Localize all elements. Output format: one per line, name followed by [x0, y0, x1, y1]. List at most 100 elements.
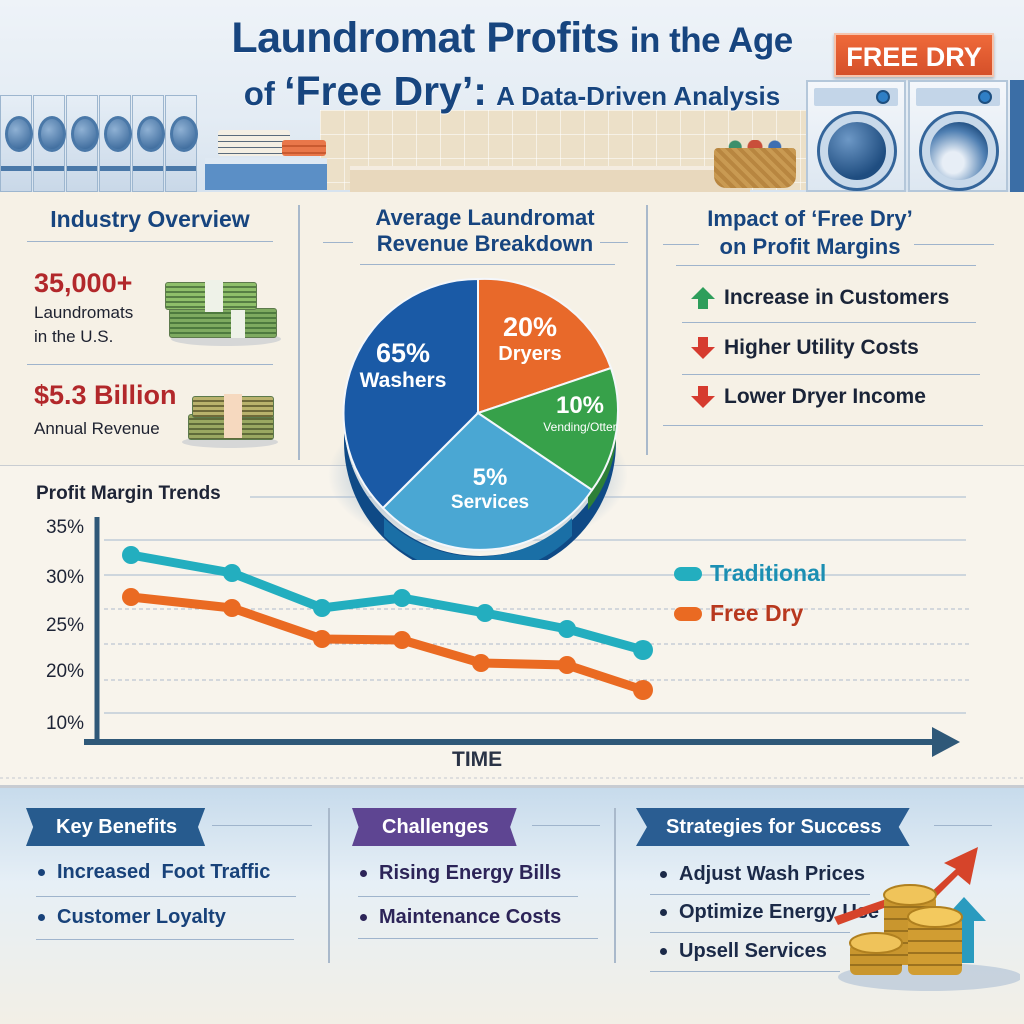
- benefit-item: Customer Loyalty: [38, 906, 226, 929]
- stat-laundromat-label-2: in the U.S.: [34, 327, 114, 346]
- strategy-label: Optimize Energy Use: [679, 901, 880, 923]
- washer-row-illustration: [0, 95, 198, 192]
- title-subtitle: A Data-Driven Analysis: [496, 81, 781, 111]
- laundry-basket-icon: [714, 148, 796, 188]
- page-title-line-2: of ‘Free Dry’: A Data-Driven Analysis: [0, 68, 1024, 115]
- strategy-label: Adjust Wash Prices: [679, 863, 865, 885]
- folding-counter-illustration: [350, 166, 750, 192]
- divider: [663, 244, 699, 245]
- y-tick-label: 25%: [45, 615, 84, 636]
- impact-title-line-2: on Profit Margins: [719, 234, 901, 259]
- strategy-item: Adjust Wash Prices: [660, 863, 865, 886]
- counter-illustration: [205, 158, 327, 190]
- impact-item-customers: Increase in Customers: [690, 285, 949, 311]
- divider: [27, 364, 273, 365]
- benefit-item: Increased Foot Traffic: [38, 861, 270, 884]
- divider: [650, 894, 870, 895]
- challenge-label: Rising Energy Bills: [379, 862, 562, 884]
- washer-icon: [0, 95, 33, 192]
- washer-icon: [165, 95, 198, 192]
- title-main: Laundromat Profits: [231, 14, 619, 62]
- pie-label-services: 5% Services: [440, 464, 540, 514]
- pie-label-category: Services: [450, 492, 530, 513]
- title-free-dry: ‘Free Dry’:: [284, 68, 487, 114]
- bullet-icon: [660, 871, 667, 878]
- pie-label-category: Dryers: [498, 343, 562, 365]
- impact-item-label: Higher Utility Costs: [724, 336, 919, 359]
- key-benefits-ribbon: Key Benefits: [26, 808, 206, 846]
- divider: [663, 425, 983, 426]
- pie-chart: [328, 277, 628, 560]
- impact-item-label: Increase in Customers: [724, 286, 950, 309]
- divider: [614, 808, 616, 963]
- page-title-line-1: Laundromat Profits in the Age: [0, 14, 1024, 63]
- pie-label-value: 20%: [502, 312, 558, 342]
- revenue-breakdown-title-line-1: Average Laundromat: [375, 205, 595, 230]
- stat-annual-revenue: $5.3 Billion: [34, 380, 177, 410]
- challenge-item: Rising Energy Bills: [360, 862, 561, 885]
- divider: [36, 896, 296, 897]
- impact-title: Impact of ‘Free Dry’ on Profit Margins: [660, 205, 960, 261]
- arrow-down-icon: [691, 386, 715, 408]
- divider: [682, 374, 980, 375]
- divider: [358, 938, 598, 939]
- impact-item-label: Lower Dryer Income: [724, 385, 926, 408]
- divider: [358, 896, 578, 897]
- divider: [36, 939, 294, 940]
- arrow-up-icon: [691, 287, 715, 309]
- x-axis-label: TIME: [452, 748, 503, 771]
- bullet-icon: [660, 948, 667, 955]
- free-dry-sign: FREE DRY: [834, 33, 994, 77]
- bullet-icon: [360, 914, 367, 921]
- challenge-item: Maintenance Costs: [360, 906, 561, 929]
- line-chart: [0, 496, 1024, 779]
- dryer-icon: [806, 80, 906, 192]
- y-tick-label: 30%: [45, 567, 84, 588]
- divider: [360, 264, 615, 265]
- legend-label: Free Dry: [710, 600, 804, 626]
- stat-laundromat-label-1: Laundromats: [34, 303, 134, 322]
- pie-label-value: 5%: [472, 464, 508, 491]
- revenue-breakdown-title-line-2: Revenue Breakdown: [376, 231, 594, 256]
- washer-icon: [66, 95, 99, 192]
- pie-label-vending: 10% Vending/Otter: [530, 392, 630, 434]
- coins-growth-icon: [834, 847, 1020, 991]
- divider: [914, 244, 994, 245]
- header-banner: Laundromat Profits in the Age of ‘Free D…: [0, 0, 1024, 192]
- divider: [600, 242, 628, 243]
- bullet-icon: [38, 914, 45, 921]
- dryer-side-illustration: [1010, 80, 1024, 192]
- divider: [212, 825, 312, 826]
- impact-item-utility: Higher Utility Costs: [690, 335, 919, 361]
- legend-free-dry: Free Dry: [674, 600, 803, 627]
- stat-revenue-label: Annual Revenue: [34, 419, 160, 438]
- pie-label-dryers: 20% Dryers: [480, 312, 580, 366]
- pie-label-washers: 65% Washers: [348, 338, 458, 393]
- divider: [676, 265, 976, 266]
- divider: [646, 205, 648, 455]
- benefit-label: Increased Foot Traffic: [57, 861, 271, 883]
- bullet-icon: [660, 909, 667, 916]
- pie-label-value: 65%: [375, 338, 431, 368]
- legend-swatch-icon: [674, 566, 702, 581]
- bullet-icon: [38, 869, 45, 876]
- washer-icon: [99, 95, 132, 192]
- y-tick-label: 35%: [45, 517, 84, 538]
- challenge-label: Maintenance Costs: [379, 906, 562, 928]
- washer-icon: [132, 95, 165, 192]
- washer-icon: [33, 95, 66, 192]
- y-tick-label: 20%: [45, 661, 84, 682]
- divider: [934, 825, 992, 826]
- divider: [650, 932, 850, 933]
- stat-laundromat-count: 35,000+: [34, 268, 133, 298]
- impact-item-dryer-income: Lower Dryer Income: [690, 384, 926, 410]
- dryer-icon: [908, 80, 1008, 192]
- divider: [298, 205, 300, 460]
- divider: [27, 241, 273, 242]
- impact-title-line-1: Impact of ‘Free Dry’: [707, 206, 913, 231]
- divider: [682, 322, 976, 323]
- y-tick-label: 10%: [45, 713, 84, 734]
- bullet-icon: [360, 870, 367, 877]
- divider: [532, 825, 600, 826]
- divider: [328, 808, 330, 963]
